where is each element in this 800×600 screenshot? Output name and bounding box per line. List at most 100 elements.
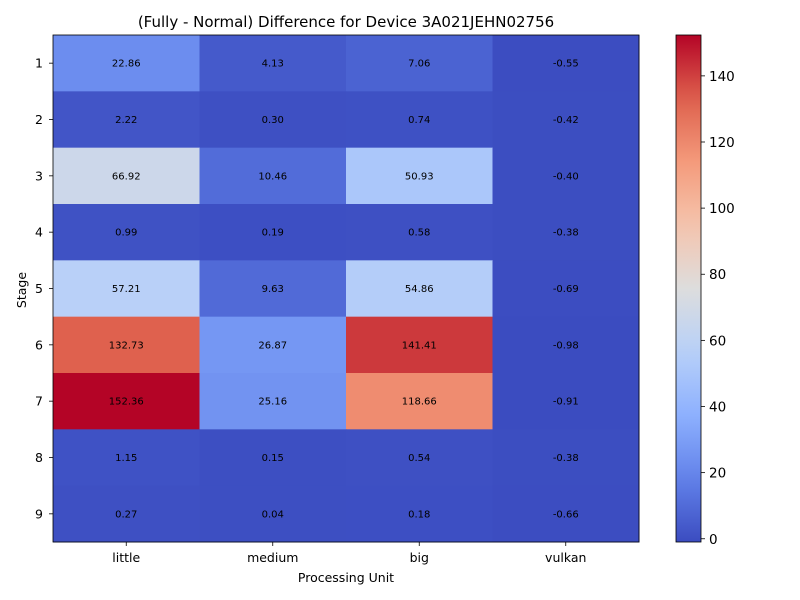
heatmap-cell <box>53 260 200 318</box>
y-tick-label: 3 <box>35 168 43 183</box>
cell-value-label: 0.99 <box>115 228 137 239</box>
cell-value-label: -0.40 <box>553 171 579 182</box>
cell-value-label: 0.19 <box>262 228 284 239</box>
heatmap-cell <box>492 204 640 261</box>
x-tick-label: big <box>410 550 429 565</box>
cell-value-label: -0.69 <box>553 284 579 295</box>
chart-title: (Fully - Normal) Difference for Device 3… <box>138 13 554 31</box>
cell-value-label: 10.46 <box>258 171 287 182</box>
y-tick-label: 5 <box>35 281 43 296</box>
cell-value-label: 2.22 <box>115 115 137 126</box>
colorbar-tick-label: 80 <box>709 267 726 283</box>
heatmap-cell <box>199 91 347 149</box>
colorbar-tick-label: 140 <box>709 69 735 85</box>
cell-value-label: 50.93 <box>405 171 434 182</box>
heatmap-cell <box>492 485 640 543</box>
heatmap-cell <box>199 429 347 487</box>
heatmap-cell <box>492 260 640 318</box>
y-axis-ticks: 1 2 3 4 5 6 7 8 9 <box>35 56 53 521</box>
cell-value-label: -0.42 <box>553 115 579 126</box>
cell-value-label: 4.13 <box>262 59 284 70</box>
cell-value-label: 0.15 <box>262 453 284 464</box>
heatmap-cell <box>346 429 493 487</box>
heatmap-cell <box>53 373 200 430</box>
y-tick-label: 2 <box>35 112 43 127</box>
cell-value-label: 0.04 <box>262 509 284 520</box>
cell-value-label: 54.86 <box>405 284 434 295</box>
heatmap-cell <box>53 485 200 543</box>
heatmap-cell <box>346 316 493 374</box>
heatmap-cell <box>199 373 347 430</box>
heatmap-cell <box>53 316 200 374</box>
heatmap-cell <box>199 35 347 92</box>
heatmap-cell <box>346 204 493 261</box>
heatmap-cells <box>53 35 640 543</box>
x-axis-label: Processing Unit <box>298 570 394 585</box>
y-axis-label: Stage <box>14 272 29 308</box>
heatmap-cell <box>346 485 493 543</box>
heatmap-cell <box>346 373 493 430</box>
heatmap-cell <box>492 373 640 430</box>
heatmap-cell <box>53 204 200 261</box>
cell-value-label: 0.27 <box>115 509 137 520</box>
cell-value-label: 0.18 <box>408 509 430 520</box>
heatmap-cell <box>199 316 347 374</box>
y-tick-label: 9 <box>35 506 43 521</box>
y-tick-label: 8 <box>35 450 43 465</box>
heatmap-cell <box>53 147 200 205</box>
heatmap-cell <box>199 485 347 543</box>
x-tick-label: vulkan <box>545 550 586 565</box>
cell-value-label: 57.21 <box>112 284 141 295</box>
cell-value-label: -0.66 <box>553 509 579 520</box>
heatmap-cell-labels: 22.86 4.13 7.06 -0.55 2.22 0.30 0.74 -0.42 66.92… <box>109 59 579 521</box>
heatmap-cell <box>492 316 640 374</box>
cell-value-label: 9.63 <box>262 284 284 295</box>
cell-value-label: 22.86 <box>112 59 141 70</box>
cell-value-label: 26.87 <box>258 340 287 351</box>
heatmap-cell <box>53 429 200 487</box>
heatmap-cell <box>346 260 493 318</box>
colorbar-tick-label: 100 <box>709 201 735 217</box>
cell-value-label: 7.06 <box>408 59 430 70</box>
colorbar-tick-label: 60 <box>709 333 726 349</box>
heatmap-cell <box>53 91 200 149</box>
cell-value-label: 132.73 <box>109 340 144 351</box>
cell-value-label: -0.55 <box>553 59 579 70</box>
heatmap-cell <box>199 260 347 318</box>
cell-value-label: -0.91 <box>553 397 579 408</box>
heatmap-cell <box>199 147 347 205</box>
heatmap-cell <box>492 91 640 149</box>
cell-value-label: 66.92 <box>112 171 141 182</box>
y-tick-label: 6 <box>35 337 43 352</box>
heatmap-cell <box>346 91 493 149</box>
x-axis-ticks: little medium big vulkan <box>112 542 586 565</box>
cell-value-label: -0.38 <box>553 228 579 239</box>
heatmap-cell <box>53 35 200 92</box>
colorbar-tick-label: 40 <box>709 400 726 416</box>
colorbar-tick-label: 0 <box>709 532 718 548</box>
cell-value-label: 0.54 <box>408 453 430 464</box>
y-tick-label: 4 <box>35 225 43 240</box>
heatmap-cell <box>492 35 640 92</box>
cell-value-label: 0.58 <box>408 228 430 239</box>
colorbar-ticks: 0 20 40 60 80 100 120 140 <box>701 69 735 548</box>
cell-value-label: 118.66 <box>402 397 437 408</box>
x-tick-label: medium <box>247 550 298 565</box>
colorbar-tick-label: 20 <box>709 466 726 482</box>
cell-value-label: 1.15 <box>115 453 137 464</box>
cell-value-label: 141.41 <box>402 340 437 351</box>
cell-value-label: -0.38 <box>553 453 579 464</box>
y-tick-label: 1 <box>35 56 43 71</box>
cell-value-label: 0.74 <box>408 115 430 126</box>
heatmap-cell <box>346 35 493 92</box>
heatmap-cell <box>346 147 493 205</box>
cell-value-label: 152.36 <box>109 397 144 408</box>
y-tick-label: 7 <box>35 394 43 409</box>
heatmap-cell <box>492 147 640 205</box>
cell-value-label: -0.98 <box>553 340 579 351</box>
heatmap-cell <box>199 204 347 261</box>
x-tick-label: little <box>112 550 140 565</box>
cell-value-label: 25.16 <box>258 397 287 408</box>
colorbar <box>675 34 702 543</box>
